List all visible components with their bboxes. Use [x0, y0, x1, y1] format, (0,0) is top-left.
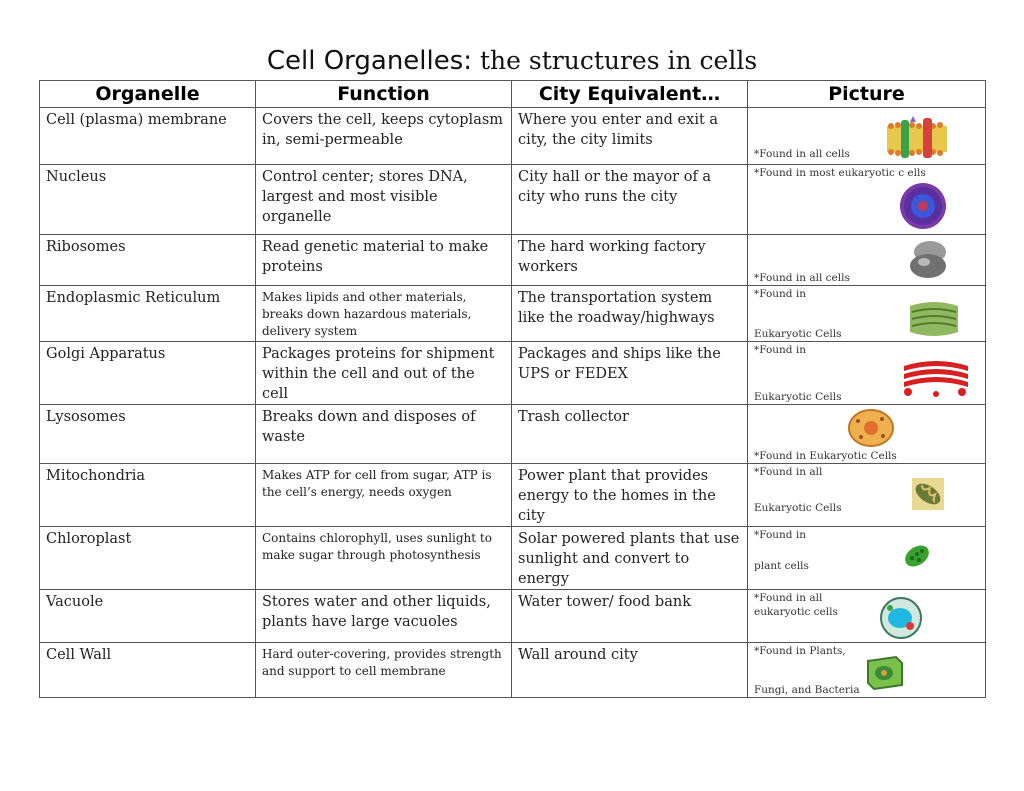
- table-row: Lysosomes Breaks down and disposes of wa…: [39, 404, 986, 464]
- organelle-function: Read genetic material to make proteins: [255, 234, 512, 286]
- organelle-name: Nucleus: [39, 164, 256, 235]
- organelle-function: Hard outer-covering, provides strength a…: [255, 642, 512, 698]
- table-row: Cell Wall Hard outer-covering, provides …: [39, 642, 986, 698]
- organelle-name: Endoplasmic Reticulum: [39, 285, 256, 342]
- organelle-name: Chloroplast: [39, 526, 256, 590]
- organelle-function: Makes lipids and other materials, breaks…: [255, 285, 512, 342]
- organelle-function: Stores water and other liquids, plants h…: [255, 589, 512, 643]
- header-city-equivalent: City Equivalent…: [511, 80, 748, 108]
- mitochondria-icon: [912, 478, 944, 510]
- organelle-city: Solar powered plants that use sunlight a…: [511, 526, 748, 590]
- organelle-name: Cell Wall: [39, 642, 256, 698]
- found-note: *Found in: [754, 344, 806, 356]
- table-row: Endoplasmic Reticulum Makes lipids and o…: [39, 285, 986, 342]
- er-icon: [910, 302, 958, 336]
- found-note: *Found in: [754, 529, 806, 541]
- found-note: *Found in Eukaryotic Cells: [754, 450, 897, 462]
- found-note: *Found in: [754, 288, 806, 300]
- found-note: eukaryotic cells: [754, 606, 838, 618]
- organelle-name: Vacuole: [39, 589, 256, 643]
- organelle-picture: *Found in all cells: [747, 234, 986, 286]
- plasma-membrane-icon: [887, 116, 947, 158]
- table-row: Chloroplast Contains chlorophyll, uses s…: [39, 526, 986, 590]
- table-row: Cell (plasma) membrane Covers the cell, …: [39, 107, 986, 165]
- organelle-picture: *Found in plant cells: [747, 526, 986, 590]
- organelle-city: Power plant that provides energy to the …: [511, 463, 748, 527]
- organelle-name: Cell (plasma) membrane: [39, 107, 256, 165]
- organelle-name: Ribosomes: [39, 234, 256, 286]
- organelle-picture: *Found in Eukaryotic Cells: [747, 285, 986, 342]
- organelle-picture: *Found in all cells: [747, 107, 986, 165]
- organelle-picture: *Found in Eukaryotic Cells: [747, 341, 986, 405]
- organelles-table: Organelle Function City Equivalent… Pict…: [39, 80, 986, 698]
- nucleus-icon: [900, 183, 946, 229]
- organelle-function: Covers the cell, keeps cytoplasm in, sem…: [255, 107, 512, 165]
- golgi-icon: [904, 361, 968, 397]
- title-main: Cell Organelles:: [266, 46, 473, 76]
- table-header-row: Organelle Function City Equivalent… Pict…: [39, 80, 986, 108]
- organelle-function: Breaks down and disposes of waste: [255, 404, 512, 464]
- title-sub: the structures in cells: [472, 46, 758, 75]
- organelle-city: Where you enter and exit a city, the cit…: [511, 107, 748, 165]
- found-note: *Found in all cells: [754, 272, 850, 284]
- found-note: Eukaryotic Cells: [754, 502, 842, 514]
- found-note: *Found in all cells: [754, 148, 850, 160]
- page-title: Cell Organelles: the structures in cells: [0, 46, 1024, 76]
- table-row: Nucleus Control center; stores DNA, larg…: [39, 164, 986, 235]
- organelle-city: Packages and ships like the UPS or FEDEX: [511, 341, 748, 405]
- found-note: *Found in most eukaryotic c ells: [754, 167, 926, 179]
- organelle-city: City hall or the mayor of a city who run…: [511, 164, 748, 235]
- organelle-function: Control center; stores DNA, largest and …: [255, 164, 512, 235]
- found-note: *Found in all: [754, 592, 823, 604]
- cell-wall-icon: [867, 655, 903, 691]
- organelle-picture: *Found in Eukaryotic Cells: [747, 404, 986, 464]
- vacuole-icon: [880, 597, 922, 639]
- table-row: Golgi Apparatus Packages proteins for sh…: [39, 341, 986, 405]
- found-note: Fungi, and Bacteria: [754, 684, 860, 696]
- organelle-city: Wall around city: [511, 642, 748, 698]
- organelle-name: Golgi Apparatus: [39, 341, 256, 405]
- organelle-function: Makes ATP for cell from sugar, ATP is th…: [255, 463, 512, 527]
- organelle-picture: *Found in all eukaryotic cells: [747, 589, 986, 643]
- table-row: Mitochondria Makes ATP for cell from sug…: [39, 463, 986, 527]
- organelle-name: Lysosomes: [39, 404, 256, 464]
- organelle-city: The transportation system like the roadw…: [511, 285, 748, 342]
- table-row: Vacuole Stores water and other liquids, …: [39, 589, 986, 643]
- header-organelle: Organelle: [39, 80, 256, 108]
- table-row: Ribosomes Read genetic material to make …: [39, 234, 986, 286]
- found-note: Eukaryotic Cells: [754, 328, 842, 340]
- lysosome-icon: [848, 409, 894, 447]
- found-note: *Found in Plants,: [754, 645, 846, 657]
- organelle-picture: *Found in Plants, Fungi, and Bacteria: [747, 642, 986, 698]
- organelle-function: Packages proteins for shipment within th…: [255, 341, 512, 405]
- header-picture: Picture: [747, 80, 986, 108]
- organelle-city: Water tower/ food bank: [511, 589, 748, 643]
- found-note: Eukaryotic Cells: [754, 391, 842, 403]
- ribosome-icon: [910, 241, 946, 278]
- organelle-city: The hard working factory workers: [511, 234, 748, 286]
- organelle-city: Trash collector: [511, 404, 748, 464]
- chloroplast-icon: [905, 545, 929, 567]
- found-note: *Found in all: [754, 466, 823, 478]
- header-function: Function: [255, 80, 512, 108]
- organelle-picture: *Found in most eukaryotic c ells: [747, 164, 986, 235]
- organelle-function: Contains chlorophyll, uses sunlight to m…: [255, 526, 512, 590]
- organelle-picture: *Found in all Eukaryotic Cells: [747, 463, 986, 527]
- found-note: plant cells: [754, 560, 809, 572]
- organelle-name: Mitochondria: [39, 463, 256, 527]
